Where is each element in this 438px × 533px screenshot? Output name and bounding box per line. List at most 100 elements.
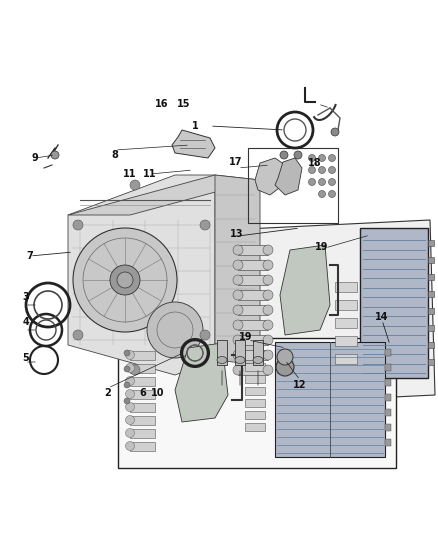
Bar: [245, 411, 265, 419]
Circle shape: [328, 190, 336, 198]
Circle shape: [308, 179, 315, 185]
Ellipse shape: [263, 365, 273, 375]
Text: 3: 3: [23, 292, 29, 302]
Text: 19: 19: [315, 242, 329, 252]
Circle shape: [200, 330, 210, 340]
Ellipse shape: [126, 416, 134, 424]
Bar: [428, 359, 434, 365]
Text: 14: 14: [375, 312, 389, 322]
Bar: [217, 340, 227, 365]
Text: 18: 18: [308, 158, 322, 168]
Bar: [130, 390, 155, 399]
Ellipse shape: [233, 350, 243, 360]
Bar: [130, 351, 155, 360]
Circle shape: [318, 179, 325, 185]
Bar: [238, 245, 268, 255]
Text: 5: 5: [23, 353, 29, 363]
Polygon shape: [215, 175, 260, 365]
Ellipse shape: [233, 260, 243, 270]
Bar: [238, 275, 268, 285]
Ellipse shape: [233, 290, 243, 300]
Bar: [238, 320, 268, 330]
Bar: [335, 282, 357, 292]
Ellipse shape: [263, 290, 273, 300]
Bar: [238, 260, 268, 270]
Bar: [130, 377, 155, 386]
Ellipse shape: [263, 245, 273, 255]
Polygon shape: [68, 175, 260, 215]
Bar: [335, 354, 357, 364]
Bar: [235, 340, 245, 365]
Bar: [428, 240, 434, 246]
Ellipse shape: [253, 357, 263, 364]
Circle shape: [277, 349, 293, 365]
Text: 19: 19: [239, 332, 253, 342]
Circle shape: [117, 272, 133, 288]
Bar: [385, 364, 391, 371]
Circle shape: [73, 330, 83, 340]
Polygon shape: [172, 130, 215, 158]
Text: 1: 1: [192, 121, 198, 131]
Bar: [335, 318, 357, 328]
Text: 16: 16: [155, 99, 169, 109]
Ellipse shape: [263, 275, 273, 285]
Bar: [238, 335, 268, 345]
Polygon shape: [280, 245, 330, 335]
Bar: [385, 394, 391, 401]
Polygon shape: [255, 158, 285, 195]
Bar: [245, 363, 265, 371]
Circle shape: [110, 265, 140, 295]
Ellipse shape: [126, 376, 134, 385]
Text: 8: 8: [112, 150, 118, 160]
Text: 2: 2: [105, 388, 111, 398]
Text: 11: 11: [143, 169, 157, 179]
Circle shape: [328, 179, 336, 185]
Bar: [130, 442, 155, 451]
Bar: [428, 342, 434, 348]
Ellipse shape: [235, 357, 245, 364]
Ellipse shape: [126, 429, 134, 438]
Ellipse shape: [263, 335, 273, 345]
Bar: [118, 338, 396, 468]
Bar: [248, 148, 338, 223]
Ellipse shape: [263, 320, 273, 330]
Bar: [428, 325, 434, 331]
Circle shape: [124, 382, 130, 388]
Bar: [428, 274, 434, 280]
Ellipse shape: [233, 275, 243, 285]
Bar: [238, 290, 268, 300]
Bar: [245, 387, 265, 395]
Bar: [335, 300, 357, 310]
Circle shape: [200, 220, 210, 230]
Bar: [275, 342, 385, 457]
Bar: [130, 416, 155, 425]
Bar: [130, 364, 155, 373]
Bar: [385, 349, 391, 356]
Text: 12: 12: [293, 380, 307, 390]
Circle shape: [331, 128, 339, 136]
Bar: [385, 379, 391, 386]
Text: 15: 15: [177, 99, 191, 109]
Polygon shape: [225, 220, 435, 405]
Bar: [238, 350, 268, 360]
Ellipse shape: [233, 335, 243, 345]
Bar: [360, 228, 428, 378]
Bar: [385, 439, 391, 446]
Text: 10: 10: [151, 388, 165, 398]
Circle shape: [318, 155, 325, 161]
Circle shape: [328, 166, 336, 174]
Ellipse shape: [126, 402, 134, 411]
Bar: [428, 308, 434, 314]
Circle shape: [73, 228, 177, 332]
Ellipse shape: [233, 245, 243, 255]
Text: 7: 7: [27, 251, 33, 261]
Circle shape: [308, 166, 315, 174]
Circle shape: [51, 151, 59, 159]
Bar: [238, 365, 268, 375]
Circle shape: [147, 302, 203, 358]
Text: 17: 17: [229, 157, 243, 167]
Circle shape: [124, 350, 130, 356]
Circle shape: [318, 190, 325, 198]
Bar: [335, 336, 357, 346]
Polygon shape: [275, 158, 302, 195]
